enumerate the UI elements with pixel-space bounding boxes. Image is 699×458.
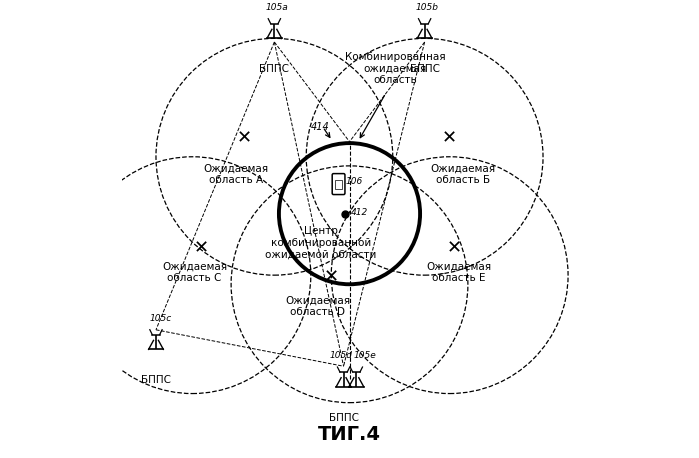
Bar <box>335 180 342 189</box>
Text: 105d: 105d <box>330 351 353 360</box>
Text: 105e: 105e <box>354 351 377 360</box>
Text: 105c: 105c <box>149 314 171 323</box>
Text: Ожидаемая
область D: Ожидаемая область D <box>285 296 350 317</box>
Text: БППС: БППС <box>141 376 171 385</box>
Text: Ожидаемая
область Е: Ожидаемая область Е <box>426 262 491 283</box>
Text: 412: 412 <box>350 208 368 217</box>
Text: БППС: БППС <box>329 413 359 423</box>
Text: 105b: 105b <box>415 3 438 12</box>
Text: Ожидаемая
область A: Ожидаемая область A <box>203 164 268 185</box>
Text: БППС: БППС <box>259 64 289 74</box>
Text: ✕: ✕ <box>447 239 462 257</box>
Text: ✕: ✕ <box>237 130 252 147</box>
Text: БППС: БППС <box>410 64 440 74</box>
Text: ✕: ✕ <box>194 239 209 257</box>
Text: Ожидаемая
область Б: Ожидаемая область Б <box>431 164 496 185</box>
Text: 414: 414 <box>311 122 330 132</box>
Text: 105a: 105a <box>265 3 288 12</box>
Text: ΤИГ.4: ΤИГ.4 <box>318 425 381 444</box>
Text: 106: 106 <box>346 177 363 186</box>
Text: Комбинированная
ожидаемая
область: Комбинированная ожидаемая область <box>345 52 445 85</box>
FancyBboxPatch shape <box>332 174 345 195</box>
Text: ✕: ✕ <box>442 130 457 147</box>
Text: Ожидаемая
область С: Ожидаемая область С <box>162 262 227 283</box>
Text: ✕: ✕ <box>324 268 339 286</box>
Text: Центр
комбинированной
ожидаемой области: Центр комбинированной ожидаемой области <box>265 226 377 259</box>
